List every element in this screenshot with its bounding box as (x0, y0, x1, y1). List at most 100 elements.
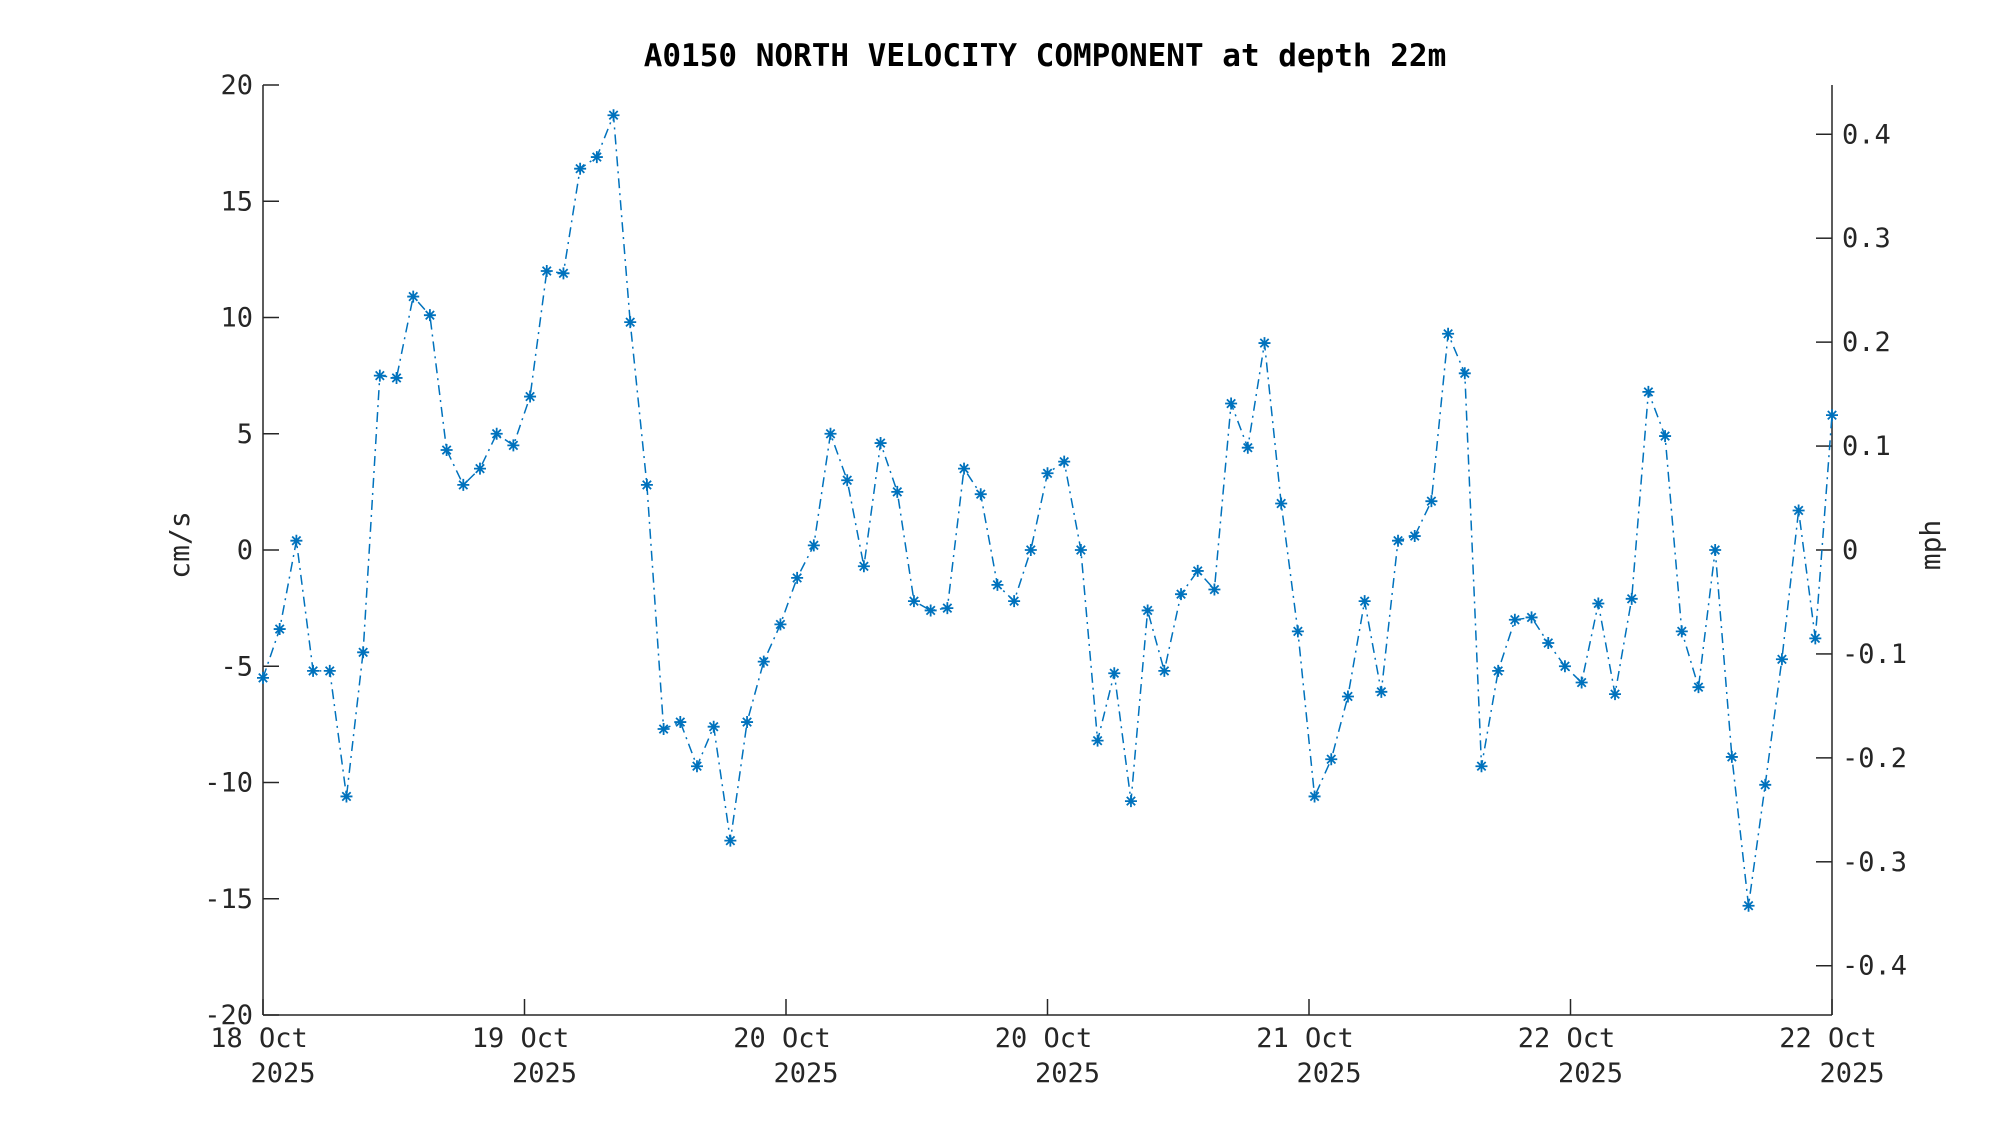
data-point-marker (1442, 327, 1455, 340)
data-point-marker (1742, 899, 1755, 912)
data-point-marker (1508, 613, 1521, 626)
data-point-marker (1258, 337, 1271, 350)
data-point-marker (1609, 688, 1622, 701)
data-point-marker (1826, 409, 1838, 422)
data-point-marker (307, 664, 320, 677)
data-point-marker (390, 371, 403, 384)
data-point-marker (657, 723, 670, 736)
y-tick-label: 5 (237, 419, 253, 450)
data-point-marker (1191, 564, 1204, 577)
data-point-marker (907, 595, 920, 608)
data-point-marker (574, 162, 587, 175)
y2-tick-label: 0.4 (1842, 119, 1891, 150)
x-axis: 18 Oct 2025 19 Oct 2025 20 Oct 2025 20 Oct 2025… (210, 999, 1885, 1089)
data-point-marker (974, 488, 987, 501)
x-tick-label-day: 22 Oct (1518, 1023, 1616, 1054)
x-tick-label-day: 19 Oct (472, 1023, 570, 1054)
data-point-marker (757, 655, 770, 668)
x-tick-label-day: 18 Oct (210, 1023, 308, 1054)
y-tick-label: 15 (220, 186, 253, 217)
y2-tick-label: -0.1 (1842, 639, 1907, 670)
data-point-marker (891, 485, 904, 498)
data-point-marker (1008, 595, 1021, 608)
data-point-marker (357, 646, 370, 659)
data-point-marker (1675, 625, 1688, 638)
data-point-marker (473, 462, 486, 475)
y2-tick-label: -0.3 (1842, 847, 1907, 878)
data-point-marker (1458, 367, 1471, 380)
x-tick-label-day: 21 Oct (1256, 1023, 1354, 1054)
data-point-marker (991, 578, 1004, 591)
axes (262, 85, 1833, 1016)
data-point-marker (1208, 583, 1221, 596)
right-y-axis: -0.4 -0.3 -0.2 -0.1 0 0.1 0.2 0.3 0.4 (1816, 119, 1907, 982)
data-point-marker (1792, 504, 1805, 517)
data-point-marker (540, 265, 553, 277)
y2-tick-label: 0 (1842, 535, 1858, 566)
y-tick-label: -10 (204, 768, 253, 799)
data-point-marker (857, 560, 870, 573)
y2-tick-label: 0.1 (1842, 431, 1891, 462)
data-point-marker (707, 720, 720, 733)
y-tick-label: 20 (220, 70, 253, 101)
y2-tick-label: -0.4 (1842, 951, 1907, 982)
x-tick-label-year: 2025 (512, 1058, 577, 1089)
y2-tick-label: 0.2 (1842, 327, 1891, 358)
data-point-marker (1124, 795, 1137, 808)
data-point-marker (1041, 467, 1054, 480)
data-point-marker (924, 604, 937, 617)
data-point-marker (958, 462, 971, 475)
data-point-marker (1525, 611, 1538, 624)
data-point-marker (1475, 760, 1488, 773)
data-point-marker (290, 534, 303, 547)
data-point-marker (1659, 430, 1672, 443)
data-point-marker (1408, 530, 1421, 543)
x-tick-label-year: 2025 (1558, 1058, 1623, 1089)
data-point-marker (1809, 632, 1822, 645)
data-point-marker (791, 571, 804, 584)
data-point-marker (507, 439, 520, 452)
left-y-axis: -20 -15 -10 -5 0 5 10 15 20 (204, 70, 279, 1031)
data-point-marker (1692, 681, 1705, 694)
x-tick-label-year: 2025 (250, 1058, 315, 1089)
data-point-marker (373, 369, 386, 382)
data-point-marker (1241, 441, 1254, 454)
data-point-marker (774, 618, 787, 631)
data-point-marker (1592, 597, 1605, 610)
data-point-marker (1709, 544, 1722, 556)
data-point-marker (841, 474, 854, 487)
y2-tick-label: -0.2 (1842, 743, 1907, 774)
data-point-marker (741, 716, 754, 729)
data-point-marker (1642, 385, 1655, 398)
x-tick-label-year: 2025 (773, 1058, 838, 1089)
data-point-marker (1108, 667, 1121, 680)
data-point-marker (941, 602, 954, 615)
data-series (257, 109, 1838, 912)
y2-axis-label: mph (1914, 520, 1947, 571)
data-point-marker (524, 390, 537, 403)
data-point-marker (1024, 544, 1037, 556)
data-point-marker (1392, 534, 1405, 547)
x-tick-label-day: 22 Oct (1779, 1023, 1877, 1054)
data-point-marker (690, 760, 703, 773)
data-point-marker (1375, 685, 1388, 698)
data-point-marker (674, 716, 687, 729)
data-point-marker (1542, 637, 1555, 649)
data-point-marker (824, 427, 837, 440)
y2-tick-label: 0.3 (1842, 223, 1891, 254)
data-point-marker (1308, 790, 1321, 803)
data-point-marker (1358, 595, 1371, 608)
data-point-marker (624, 316, 637, 329)
y-tick-label: 10 (220, 303, 253, 334)
data-point-marker (273, 623, 286, 636)
data-point-marker (423, 309, 436, 322)
x-tick-label-year: 2025 (1035, 1058, 1100, 1089)
data-point-marker (1225, 397, 1238, 410)
data-point-marker (1775, 653, 1788, 666)
data-point-marker (1141, 604, 1154, 617)
data-point-marker (1325, 753, 1338, 766)
data-point-marker (457, 478, 470, 491)
data-point-marker (607, 109, 620, 122)
data-point-marker (407, 290, 420, 303)
